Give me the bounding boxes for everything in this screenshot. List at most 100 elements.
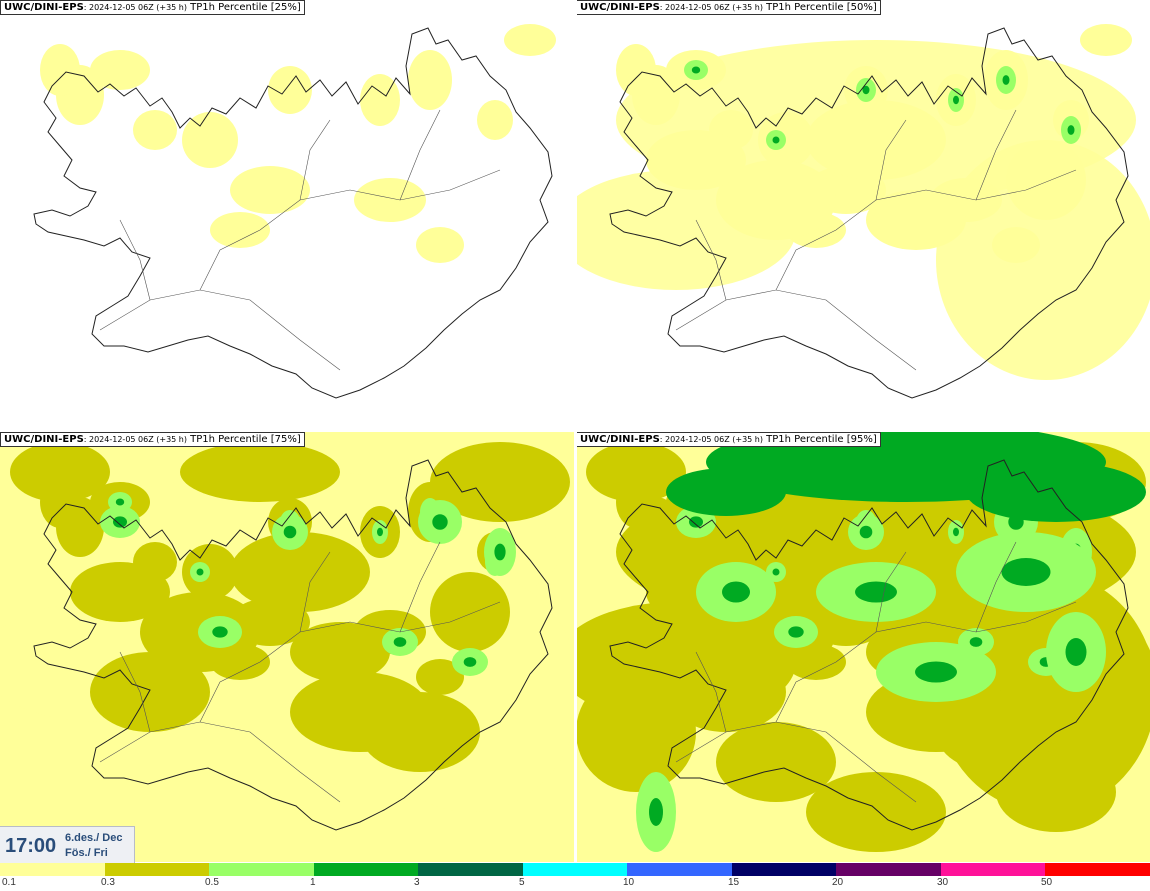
coastline bbox=[33, 27, 553, 399]
precip-area bbox=[210, 212, 270, 248]
precip-area bbox=[576, 672, 696, 792]
legend-swatch bbox=[836, 863, 941, 876]
road-network bbox=[99, 541, 501, 803]
legend-label: 0.3 bbox=[101, 877, 115, 888]
model-name: UWC/DINI-EPS bbox=[580, 434, 660, 445]
map-panel-25: UWC/DINI-EPS: 2024-12-05 06Z (+35 h) TP1… bbox=[0, 0, 574, 430]
valid-weekday: Fös./ Fri bbox=[65, 847, 108, 859]
precip-area bbox=[477, 100, 513, 140]
legend-label: 5 bbox=[519, 877, 525, 888]
precip-area bbox=[416, 659, 464, 695]
precip-area bbox=[504, 24, 556, 56]
precip-area bbox=[1080, 24, 1132, 56]
legend-label: 15 bbox=[728, 877, 740, 888]
precip-area bbox=[113, 516, 127, 528]
map-background bbox=[0, 0, 574, 430]
legend-swatch bbox=[627, 863, 732, 876]
precip-area bbox=[866, 190, 966, 250]
precip-area bbox=[430, 572, 510, 652]
precip-area bbox=[862, 85, 870, 95]
precip-area bbox=[230, 532, 370, 612]
panel-header: UWC/DINI-EPS: 2024-12-05 06Z (+35 h) TP1… bbox=[0, 432, 305, 447]
precip-area bbox=[716, 722, 836, 802]
legend-swatch bbox=[0, 863, 105, 876]
legend-swatch bbox=[1045, 863, 1150, 876]
precip-area bbox=[10, 442, 110, 502]
legend-color-bar bbox=[0, 863, 1150, 876]
precip-area bbox=[855, 581, 897, 603]
run-info: : 2024-12-05 06Z (+35 h) bbox=[83, 3, 187, 12]
precip-area bbox=[586, 442, 686, 502]
precip-area bbox=[196, 568, 204, 576]
precip-area bbox=[722, 581, 750, 603]
precip-area bbox=[180, 442, 340, 502]
precip-area bbox=[649, 798, 663, 826]
precip-area bbox=[360, 74, 400, 126]
precip-area bbox=[90, 50, 150, 90]
valid-date: 6.des./ Dec bbox=[65, 832, 123, 844]
precip-area bbox=[666, 468, 786, 516]
precip-area bbox=[646, 130, 746, 190]
road-network bbox=[99, 109, 501, 371]
precipitation-map bbox=[576, 0, 1150, 430]
precip-area bbox=[1006, 140, 1086, 220]
precip-area bbox=[691, 66, 701, 74]
precip-area bbox=[992, 659, 1040, 695]
legend-label: 30 bbox=[937, 877, 949, 888]
product-name: TP1h Percentile [95%] bbox=[762, 434, 877, 445]
precip-area bbox=[494, 543, 506, 561]
precip-area bbox=[133, 110, 177, 150]
precip-area bbox=[430, 442, 570, 522]
precip-area bbox=[689, 516, 703, 528]
precip-area bbox=[996, 752, 1116, 832]
legend-swatch bbox=[940, 863, 1046, 876]
precip-area bbox=[393, 637, 407, 647]
precipitation-map bbox=[576, 432, 1150, 862]
precip-area bbox=[115, 498, 125, 506]
product-name: TP1h Percentile [50%] bbox=[762, 2, 877, 13]
legend-swatch bbox=[313, 863, 419, 876]
precip-area bbox=[806, 772, 946, 852]
run-info: : 2024-12-05 06Z (+35 h) bbox=[659, 3, 763, 12]
precip-area bbox=[772, 136, 780, 144]
legend-label: 20 bbox=[832, 877, 844, 888]
map-panel-95: UWC/DINI-EPS: 2024-12-05 06Z (+35 h) TP1… bbox=[576, 432, 1150, 862]
product-name: TP1h Percentile [75%] bbox=[186, 434, 301, 445]
precip-area bbox=[1067, 125, 1075, 135]
precip-area bbox=[859, 525, 873, 539]
panel-header: UWC/DINI-EPS: 2024-12-05 06Z (+35 h) TP1… bbox=[0, 0, 305, 15]
precip-area bbox=[806, 100, 946, 180]
product-name: TP1h Percentile [25%] bbox=[186, 2, 301, 13]
model-name: UWC/DINI-EPS bbox=[4, 2, 84, 13]
precip-area bbox=[90, 652, 210, 732]
precip-area bbox=[230, 166, 310, 214]
precip-area bbox=[212, 626, 228, 638]
precip-area bbox=[182, 112, 238, 168]
model-name: UWC/DINI-EPS bbox=[580, 2, 660, 13]
legend-label: 50 bbox=[1041, 877, 1053, 888]
precip-area bbox=[953, 95, 959, 105]
road-network bbox=[675, 541, 1077, 803]
precip-area bbox=[408, 50, 452, 110]
legend-label: 10 bbox=[623, 877, 635, 888]
precip-area bbox=[1001, 558, 1051, 586]
valid-time-box: 17:00 6.des./ Dec Fös./ Fri bbox=[0, 826, 135, 863]
model-name: UWC/DINI-EPS bbox=[4, 434, 84, 445]
precip-area bbox=[716, 160, 836, 240]
precip-area bbox=[915, 661, 957, 683]
coastline bbox=[609, 27, 1129, 399]
precip-area bbox=[290, 622, 390, 682]
precip-area bbox=[992, 227, 1040, 263]
precip-area bbox=[268, 66, 312, 114]
run-info: : 2024-12-05 06Z (+35 h) bbox=[83, 435, 187, 444]
panel-divider-horizontal bbox=[0, 430, 1150, 432]
precip-area bbox=[290, 672, 430, 752]
precip-area bbox=[788, 626, 804, 638]
precip-area bbox=[1065, 638, 1087, 666]
legend-swatch bbox=[731, 863, 837, 876]
legend-swatch bbox=[418, 863, 523, 876]
legend-label: 0.5 bbox=[205, 877, 219, 888]
precip-area bbox=[953, 527, 959, 537]
legend-swatch bbox=[104, 863, 210, 876]
legend-label: 1 bbox=[310, 877, 316, 888]
